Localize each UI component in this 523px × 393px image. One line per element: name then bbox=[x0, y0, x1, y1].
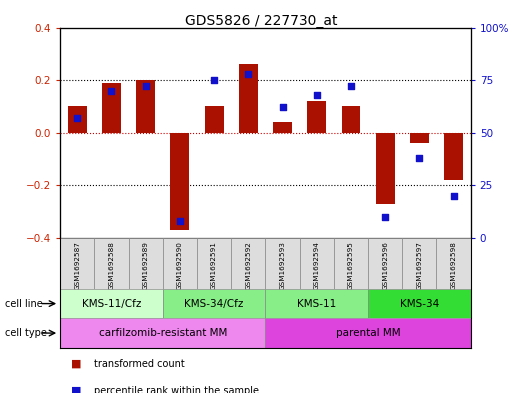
Bar bbox=[410, 132, 429, 143]
Point bbox=[142, 83, 150, 90]
Point bbox=[73, 115, 82, 121]
Text: GSM1692587: GSM1692587 bbox=[74, 241, 80, 290]
Text: parental MM: parental MM bbox=[336, 328, 401, 338]
Text: transformed count: transformed count bbox=[94, 358, 185, 369]
Point bbox=[210, 77, 218, 83]
Text: GSM1692596: GSM1692596 bbox=[382, 241, 388, 290]
Bar bbox=[273, 122, 292, 132]
Point bbox=[313, 92, 321, 98]
Bar bbox=[68, 107, 87, 132]
Bar bbox=[170, 132, 189, 230]
Bar bbox=[368, 238, 402, 289]
Bar bbox=[376, 132, 394, 204]
Bar bbox=[163, 238, 197, 289]
Bar bbox=[163, 289, 266, 318]
Bar bbox=[60, 289, 163, 318]
Bar bbox=[265, 289, 368, 318]
Text: GSM1692598: GSM1692598 bbox=[451, 241, 457, 290]
Bar bbox=[444, 132, 463, 180]
Bar bbox=[129, 238, 163, 289]
Text: ■: ■ bbox=[71, 358, 81, 369]
Point bbox=[449, 193, 458, 199]
Bar bbox=[231, 238, 266, 289]
Bar bbox=[402, 238, 437, 289]
Text: KMS-11: KMS-11 bbox=[297, 299, 336, 309]
Text: ■: ■ bbox=[71, 386, 81, 393]
Bar bbox=[94, 238, 129, 289]
Text: GSM1692597: GSM1692597 bbox=[416, 241, 423, 290]
Bar bbox=[102, 83, 121, 132]
Point bbox=[176, 218, 184, 224]
Text: GSM1692590: GSM1692590 bbox=[177, 241, 183, 290]
Bar bbox=[368, 289, 471, 318]
Bar bbox=[60, 318, 265, 348]
Bar bbox=[204, 107, 223, 132]
Bar bbox=[197, 238, 231, 289]
Text: GSM1692589: GSM1692589 bbox=[143, 241, 149, 290]
Text: GSM1692593: GSM1692593 bbox=[279, 241, 286, 290]
Point bbox=[107, 87, 116, 94]
Bar bbox=[308, 101, 326, 132]
Text: GSM1692594: GSM1692594 bbox=[314, 241, 320, 290]
Point bbox=[347, 83, 355, 90]
Text: GSM1692595: GSM1692595 bbox=[348, 241, 354, 290]
Bar bbox=[266, 238, 300, 289]
Bar bbox=[137, 80, 155, 132]
Text: GDS5826 / 227730_at: GDS5826 / 227730_at bbox=[185, 14, 338, 28]
Bar bbox=[437, 238, 471, 289]
Point bbox=[244, 71, 253, 77]
Bar bbox=[265, 318, 471, 348]
Text: cell line: cell line bbox=[5, 299, 43, 309]
Bar bbox=[60, 238, 94, 289]
Point bbox=[415, 155, 424, 161]
Text: KMS-34: KMS-34 bbox=[400, 299, 439, 309]
Text: cell type: cell type bbox=[5, 328, 47, 338]
Text: percentile rank within the sample: percentile rank within the sample bbox=[94, 386, 259, 393]
Text: carfilzomib-resistant MM: carfilzomib-resistant MM bbox=[99, 328, 227, 338]
Bar bbox=[300, 238, 334, 289]
Point bbox=[278, 104, 287, 110]
Bar bbox=[239, 64, 258, 132]
Text: GSM1692592: GSM1692592 bbox=[245, 241, 252, 290]
Point bbox=[381, 213, 389, 220]
Text: KMS-34/Cfz: KMS-34/Cfz bbox=[185, 299, 244, 309]
Text: GSM1692591: GSM1692591 bbox=[211, 241, 217, 290]
Bar bbox=[334, 238, 368, 289]
Bar bbox=[342, 107, 360, 132]
Text: KMS-11/Cfz: KMS-11/Cfz bbox=[82, 299, 141, 309]
Text: GSM1692588: GSM1692588 bbox=[108, 241, 115, 290]
